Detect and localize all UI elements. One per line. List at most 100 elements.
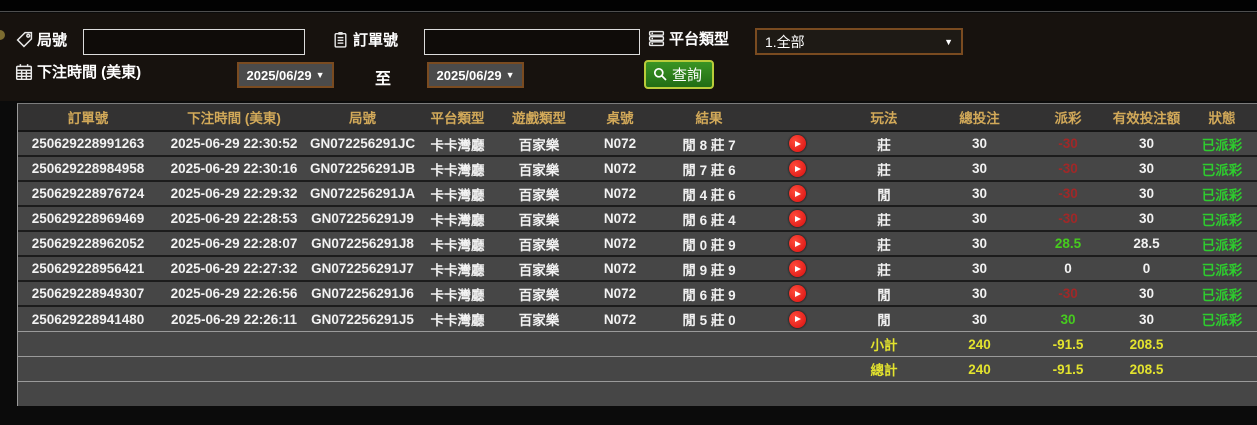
cell-result: 閒 9 莊 9 [662, 257, 756, 282]
cell-total-bet: 30 [930, 307, 1029, 332]
col-header-game-type: 遊戲類型 [500, 104, 578, 132]
cell-status: 已派彩 [1186, 307, 1257, 332]
cell-platform: 卡卡灣廳 [415, 157, 500, 182]
cell-bet-time: 2025-06-29 22:29:32 [158, 182, 310, 207]
replay-play-button[interactable] [788, 310, 806, 328]
col-header-total-bet: 總投注 [930, 104, 1029, 132]
date-from-button[interactable]: 2025/06/29 ▼ [237, 62, 334, 88]
cell-platform: 卡卡灣廳 [415, 232, 500, 257]
cell-game-type: 百家樂 [500, 257, 578, 282]
cell-payout: 30 [1029, 307, 1107, 332]
cell-platform: 卡卡灣廳 [415, 132, 500, 157]
cell-result: 閒 4 莊 6 [662, 182, 756, 207]
date-to-button[interactable]: 2025/06/29 ▼ [427, 62, 524, 88]
cell-play: 莊 [838, 132, 930, 157]
cell-platform: 卡卡灣廳 [415, 257, 500, 282]
col-header-payout: 派彩 [1029, 104, 1107, 132]
subtotal-row: 小計 240 -91.5 208.5 [18, 332, 1257, 357]
cell-replay [756, 257, 838, 282]
table-row: 250629228956421 2025-06-29 22:27:32 GN07… [18, 257, 1257, 282]
top-strip [0, 0, 1257, 12]
subtotal-status-spacer [1186, 332, 1257, 357]
cell-total-bet: 30 [930, 257, 1029, 282]
replay-play-button[interactable] [788, 235, 806, 252]
replay-play-button[interactable] [788, 185, 806, 202]
replay-play-button[interactable] [788, 285, 806, 302]
cell-game-type: 百家樂 [500, 307, 578, 332]
col-header-platform: 平台類型 [415, 104, 500, 132]
platform-label: 平台類型 [669, 31, 730, 48]
cell-game-no: GN072256291J9 [310, 207, 415, 232]
col-header-result: 結果 [662, 104, 756, 132]
cell-valid-bet: 30 [1107, 207, 1186, 232]
replay-play-button[interactable] [788, 260, 806, 277]
total-payout: -91.5 [1029, 357, 1107, 382]
cell-order-no: 250629228941480 [18, 307, 158, 332]
cell-table-no: N072 [578, 307, 662, 332]
platform-select[interactable]: 1.全部 ▼ [755, 28, 963, 55]
cell-payout: -30 [1029, 182, 1107, 207]
cell-table-no: N072 [578, 207, 662, 232]
table-header-row: 訂單號 下注時間 (美東) 局號 平台類型 遊戲類型 桌號 結果 玩法 總投注 … [18, 104, 1257, 132]
game-no-label: 局號 [37, 32, 68, 49]
cell-table-no: N072 [578, 182, 662, 207]
game-no-filter: 局號 [16, 29, 67, 50]
col-header-status: 狀態 [1186, 104, 1257, 132]
cell-game-type: 百家樂 [500, 207, 578, 232]
cell-game-type: 百家樂 [500, 182, 578, 207]
cell-platform: 卡卡灣廳 [415, 282, 500, 307]
cell-order-no: 250629228969469 [18, 207, 158, 232]
play-icon [795, 316, 801, 322]
total-status-spacer [1186, 357, 1257, 382]
col-header-replay [756, 104, 838, 132]
cell-play: 莊 [838, 257, 930, 282]
table-row: 250629228941480 2025-06-29 22:26:11 GN07… [18, 307, 1257, 332]
search-button-label: 查詢 [672, 67, 703, 84]
table-row: 250629228991263 2025-06-29 22:30:52 GN07… [18, 132, 1257, 157]
subtotal-label: 小計 [838, 332, 930, 357]
subtotal-valid-bet: 208.5 [1107, 332, 1186, 357]
edge-dot [0, 30, 5, 40]
cell-payout: -30 [1029, 157, 1107, 182]
cell-result: 閒 8 莊 7 [662, 132, 756, 157]
cell-replay [756, 182, 838, 207]
col-header-valid-bet: 有效投注額 [1107, 104, 1186, 132]
game-no-input[interactable] [83, 29, 305, 55]
cell-order-no: 250629228962052 [18, 232, 158, 257]
cell-total-bet: 30 [930, 132, 1029, 157]
cell-table-no: N072 [578, 157, 662, 182]
search-button[interactable]: 查詢 [644, 60, 715, 89]
play-icon [795, 190, 801, 197]
cell-result: 閒 6 莊 9 [662, 282, 756, 307]
cell-payout: -30 [1029, 207, 1107, 232]
replay-play-button[interactable] [788, 210, 806, 227]
order-no-input[interactable] [424, 29, 640, 55]
cell-status: 已派彩 [1186, 182, 1257, 207]
cell-game-type: 百家樂 [500, 282, 578, 307]
subtotal-total-bet: 240 [930, 332, 1029, 357]
cell-total-bet: 30 [930, 207, 1029, 232]
cell-play: 莊 [838, 232, 930, 257]
cell-order-no: 250629228949307 [18, 282, 158, 307]
cell-valid-bet: 28.5 [1107, 232, 1186, 257]
cell-play: 閒 [838, 307, 930, 332]
cell-status: 已派彩 [1186, 132, 1257, 157]
cell-valid-bet: 30 [1107, 132, 1186, 157]
chevron-down-icon: ▼ [315, 70, 325, 80]
cell-replay [756, 282, 838, 307]
replay-play-button[interactable] [788, 160, 806, 177]
cell-platform: 卡卡灣廳 [415, 307, 500, 332]
bet-time-filter: 下注時間 (美東) [15, 61, 141, 82]
cell-status: 已派彩 [1186, 232, 1257, 257]
bet-history-table: 訂單號 下注時間 (美東) 局號 平台類型 遊戲類型 桌號 結果 玩法 總投注 … [17, 103, 1257, 406]
calendar-icon [15, 63, 33, 81]
cell-replay [756, 307, 838, 332]
cell-valid-bet: 0 [1107, 257, 1186, 282]
cell-total-bet: 30 [930, 282, 1029, 307]
cell-bet-time: 2025-06-29 22:30:16 [158, 157, 310, 182]
total-row: 總計 240 -91.5 208.5 [18, 357, 1257, 382]
table-row: 250629228949307 2025-06-29 22:26:56 GN07… [18, 282, 1257, 307]
replay-play-button[interactable] [788, 135, 806, 152]
cell-result: 閒 0 莊 9 [662, 232, 756, 257]
cell-order-no: 250629228984958 [18, 157, 158, 182]
